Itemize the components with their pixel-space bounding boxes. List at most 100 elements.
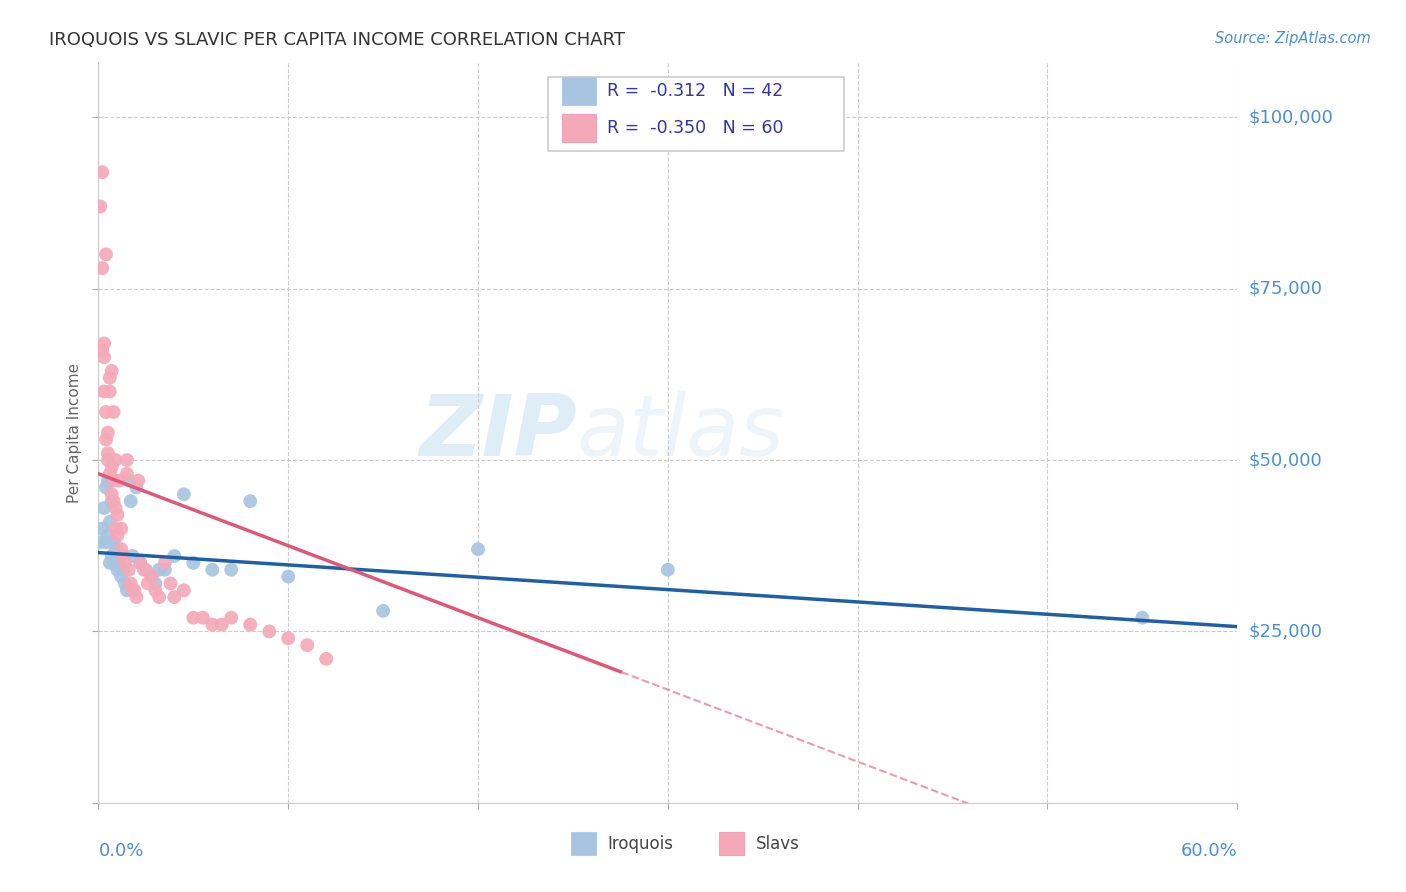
- Point: [145, 576, 167, 591]
- Point: [94, 535, 117, 549]
- Text: $100,000: $100,000: [1249, 108, 1333, 127]
- Point: [104, 453, 127, 467]
- Bar: [562, 114, 596, 143]
- Point: [110, 569, 132, 583]
- Point: [89, 199, 111, 213]
- Bar: [562, 78, 596, 105]
- Point: [132, 563, 155, 577]
- Point: [129, 556, 152, 570]
- Point: [93, 336, 115, 351]
- Point: [259, 624, 281, 639]
- Point: [120, 494, 142, 508]
- Point: [93, 350, 115, 364]
- Text: IROQUOIS VS SLAVIC PER CAPITA INCOME CORRELATION CHART: IROQUOIS VS SLAVIC PER CAPITA INCOME COR…: [49, 31, 626, 49]
- Point: [110, 522, 132, 536]
- Text: Iroquois: Iroquois: [607, 835, 673, 853]
- Point: [145, 583, 167, 598]
- Point: [239, 494, 262, 508]
- Point: [100, 487, 122, 501]
- Point: [141, 569, 163, 583]
- Point: [108, 474, 131, 488]
- Point: [135, 563, 157, 577]
- Point: [221, 563, 243, 577]
- Point: [100, 494, 122, 508]
- Point: [371, 604, 394, 618]
- Point: [89, 535, 111, 549]
- Point: [98, 515, 121, 529]
- Point: [148, 590, 170, 604]
- Point: [277, 632, 299, 646]
- Point: [114, 576, 136, 591]
- Point: [107, 528, 129, 542]
- Point: [94, 247, 117, 261]
- Point: [91, 343, 114, 358]
- Point: [153, 563, 176, 577]
- Point: [91, 261, 114, 276]
- Point: [112, 563, 135, 577]
- Point: [277, 569, 299, 583]
- Point: [107, 549, 129, 563]
- Point: [107, 508, 129, 522]
- Point: [108, 556, 131, 570]
- Point: [103, 535, 125, 549]
- Point: [103, 405, 125, 419]
- Point: [103, 556, 125, 570]
- Point: [183, 610, 205, 624]
- Point: [98, 384, 121, 399]
- Point: [211, 617, 233, 632]
- Point: [297, 638, 319, 652]
- Point: [125, 480, 148, 494]
- Text: Slavs: Slavs: [755, 835, 800, 853]
- Point: [148, 563, 170, 577]
- Point: [100, 364, 122, 378]
- Point: [112, 549, 135, 563]
- Point: [94, 405, 117, 419]
- Point: [239, 617, 262, 632]
- Point: [93, 384, 115, 399]
- Point: [91, 165, 114, 179]
- Point: [103, 474, 125, 488]
- Point: [315, 652, 337, 666]
- Point: [173, 583, 195, 598]
- Point: [221, 610, 243, 624]
- Point: [103, 494, 125, 508]
- Text: $50,000: $50,000: [1249, 451, 1322, 469]
- Point: [114, 556, 136, 570]
- Point: [191, 610, 214, 624]
- Point: [98, 556, 121, 570]
- Point: [173, 487, 195, 501]
- Point: [104, 522, 127, 536]
- Point: [1132, 610, 1154, 624]
- Point: [201, 617, 224, 632]
- Point: [97, 446, 120, 460]
- Point: [91, 522, 114, 536]
- Point: [118, 474, 141, 488]
- Bar: [718, 832, 744, 855]
- Text: R =  -0.312   N = 42: R = -0.312 N = 42: [607, 82, 783, 100]
- Point: [107, 563, 129, 577]
- FancyBboxPatch shape: [548, 78, 845, 152]
- Point: [94, 480, 117, 494]
- Point: [153, 556, 176, 570]
- Text: Source: ZipAtlas.com: Source: ZipAtlas.com: [1215, 31, 1371, 46]
- Point: [100, 459, 122, 474]
- Point: [120, 576, 142, 591]
- Point: [100, 549, 122, 563]
- Point: [104, 542, 127, 557]
- Point: [141, 569, 163, 583]
- Point: [98, 467, 121, 481]
- Text: $25,000: $25,000: [1249, 623, 1323, 640]
- Point: [93, 501, 115, 516]
- Point: [121, 549, 143, 563]
- Point: [98, 371, 121, 385]
- Point: [121, 583, 143, 598]
- Point: [159, 576, 181, 591]
- Point: [163, 549, 186, 563]
- Point: [129, 556, 152, 570]
- Point: [110, 542, 132, 557]
- Point: [124, 583, 146, 598]
- Point: [97, 425, 120, 440]
- Point: [104, 501, 127, 516]
- Point: [118, 563, 141, 577]
- Point: [127, 474, 149, 488]
